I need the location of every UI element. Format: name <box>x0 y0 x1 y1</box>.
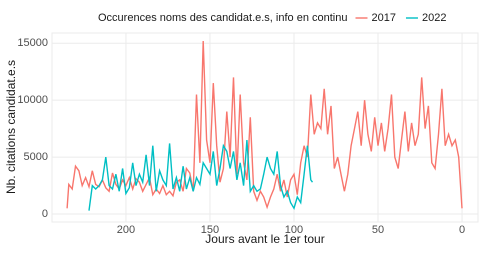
x-tick-label: 0 <box>459 224 465 236</box>
legend-label: 2022 <box>422 12 446 24</box>
x-tick-label: 200 <box>117 224 135 236</box>
x-tick-label: 50 <box>372 224 384 236</box>
y-tick-label: 5000 <box>24 151 48 163</box>
legend-label: 2017 <box>371 12 395 24</box>
x-tick-label: 100 <box>285 224 303 236</box>
y-tick-label: 15000 <box>17 37 48 49</box>
x-tick-label: 150 <box>201 224 219 236</box>
x-axis-label: Jours avant le 1er tour <box>205 232 324 246</box>
line-series <box>88 139 314 211</box>
y-axis-label: Nb. citations candidat.e.s <box>4 60 18 194</box>
legend-title: Occurences noms des candidat.e.s, info e… <box>98 12 347 24</box>
y-tick-label: 0 <box>42 208 48 220</box>
plot-panel <box>51 32 479 223</box>
y-tick-label: 10000 <box>17 94 48 106</box>
line-series <box>66 40 463 210</box>
